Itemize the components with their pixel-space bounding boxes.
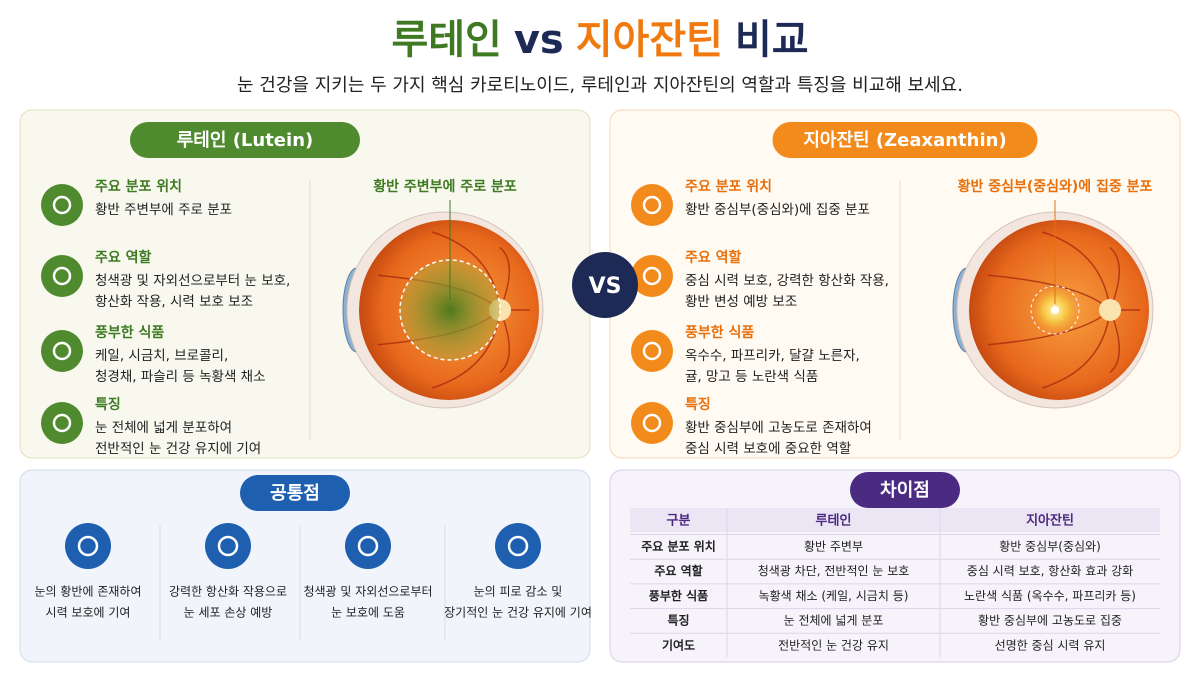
item-heading: 주요 분포 위치	[685, 179, 772, 195]
title-part: vs	[514, 17, 564, 63]
title-part: 지아잔틴	[576, 17, 723, 63]
vs-text: VS	[589, 274, 622, 299]
badge-text: 지아잔틴 (Zeaxanthin)	[803, 130, 1006, 151]
item-text: 중심 시력 보호, 강력한 항산화 작용,	[685, 273, 889, 289]
item-heading: 주요 분포 위치	[95, 179, 182, 195]
item-text: 황반 중심부에 고농도로 존재하여	[685, 420, 872, 436]
optic-disc	[1099, 299, 1121, 321]
table-cell: 노란색 식품 (옥수수, 파프리카 등)	[964, 589, 1136, 603]
item-icon	[631, 402, 673, 444]
panel	[19, 469, 591, 663]
table-cell: 특징	[667, 613, 689, 628]
icon-glyph	[642, 413, 662, 433]
icon-glyph	[52, 413, 72, 433]
item-heading: 풍부한 식품	[95, 325, 164, 341]
common-text: 청색광 및 자외선으로부터	[303, 585, 432, 599]
macula	[399, 259, 501, 361]
item-icon	[41, 330, 83, 372]
common-icon	[205, 523, 251, 569]
item-text: 케일, 시금치, 브로콜리,	[95, 348, 228, 364]
table-cell: 눈 전체에 넓게 분포	[784, 614, 884, 628]
icon-glyph	[52, 195, 72, 215]
table-cell: 녹황색 채소 (케일, 시금치 등)	[759, 589, 909, 603]
vs-circle	[572, 252, 638, 318]
table-cell: 주요 분포 위치	[641, 539, 716, 554]
icon-glyph	[217, 535, 239, 557]
table-cell: 청색광 차단, 전반적인 눈 보호	[758, 564, 910, 578]
item-text: 눈 전체에 넓게 분포하여	[95, 420, 232, 436]
common-text: 강력한 항산화 작용으로	[169, 585, 287, 599]
fovea	[1051, 306, 1059, 314]
icon-glyph	[642, 341, 662, 361]
icon-glyph	[507, 535, 529, 557]
icon-glyph	[52, 341, 72, 361]
table-cell: 기여도	[662, 637, 695, 652]
item-text: 귤, 망고 등 노란색 식품	[685, 369, 818, 385]
common-text: 눈 보호에 도움	[331, 606, 405, 620]
item-icon	[631, 184, 673, 226]
icon-glyph	[642, 195, 662, 215]
badge-text: 공통점	[270, 483, 320, 504]
table-cell: 선명한 중심 시력 유지	[995, 638, 1106, 652]
item-heading: 주요 역할	[95, 249, 152, 266]
table-header-bg	[630, 508, 1160, 532]
item-text: 청색광 및 자외선으로부터 눈 보호,	[95, 273, 290, 289]
item-text: 항산화 작용, 시력 보호 보조	[95, 294, 253, 310]
table-cell: 풍부한 식품	[649, 588, 708, 603]
badge	[240, 475, 350, 511]
icon-glyph	[642, 266, 662, 286]
common-text: 눈 세포 손상 예방	[184, 606, 273, 620]
item-icon	[631, 255, 673, 297]
table-cell: 중심 시력 보호, 항산화 효과 강화	[967, 564, 1133, 578]
common-text: 눈의 피로 감소 및	[474, 585, 563, 599]
item-text: 청경채, 파슬리 등 녹황색 채소	[95, 369, 266, 385]
item-heading: 특징	[685, 396, 711, 413]
item-icon	[41, 184, 83, 226]
table-header: 지아잔틴	[1026, 513, 1074, 529]
item-text: 전반적인 눈 건강 유지에 기여	[95, 441, 261, 457]
common-text: 눈의 황반에 존재하여	[35, 585, 142, 599]
badge	[850, 472, 960, 508]
title-part: 루테인	[391, 17, 501, 63]
icon-glyph	[77, 535, 99, 557]
title-part: 비교	[735, 17, 809, 63]
table-cell: 황반 주변부	[804, 540, 863, 554]
common-text: 장기적인 눈 건강 유지에 기여	[444, 606, 592, 620]
vessel	[1041, 231, 1111, 311]
eye-label: 황반 주변부에 주로 분포	[373, 178, 517, 195]
item-text: 황반 변성 예방 보조	[685, 294, 797, 310]
table-cell: 주요 역할	[654, 563, 702, 578]
badge	[130, 122, 360, 158]
item-heading: 특징	[95, 396, 121, 413]
common-icon	[345, 523, 391, 569]
badge	[772, 122, 1038, 158]
eye-label: 황반 중심부(중심와)에 집중 분포	[958, 178, 1153, 195]
item-heading: 주요 역할	[685, 249, 742, 266]
subtitle: 눈 건강을 지키는 두 가지 핵심 카로티노이드, 루테인과 지아잔틴의 역할과…	[237, 75, 963, 96]
table-cell: 전반적인 눈 건강 유지	[778, 638, 889, 652]
common-icon	[65, 523, 111, 569]
common-text: 시력 보호에 기여	[46, 606, 131, 620]
icon-glyph	[357, 535, 379, 557]
item-text: 황반 중심부(중심와)에 집중 분포	[685, 202, 870, 218]
badge-text: 루테인 (Lutein)	[177, 130, 313, 151]
item-icon	[41, 402, 83, 444]
table-cell: 황반 중심부에 고농도로 집중	[978, 614, 1122, 628]
table-header: 루테인	[816, 513, 852, 529]
item-text: 황반 주변부에 주로 분포	[95, 202, 232, 218]
item-text: 중심 시력 보호에 중요한 역할	[685, 441, 851, 457]
badge-text: 차이점	[880, 480, 930, 501]
item-text: 옥수수, 파프리카, 달걀 노른자,	[685, 348, 860, 364]
page-title: 루테인 vs 지아잔틴 비교	[391, 17, 808, 63]
table-header: 구분	[667, 514, 691, 529]
table-cell: 황반 중심부(중심와)	[999, 540, 1101, 554]
item-icon	[41, 255, 83, 297]
item-heading: 풍부한 식품	[685, 325, 754, 341]
item-icon	[631, 330, 673, 372]
common-icon	[495, 523, 541, 569]
vessel	[1041, 309, 1111, 389]
icon-glyph	[52, 266, 72, 286]
